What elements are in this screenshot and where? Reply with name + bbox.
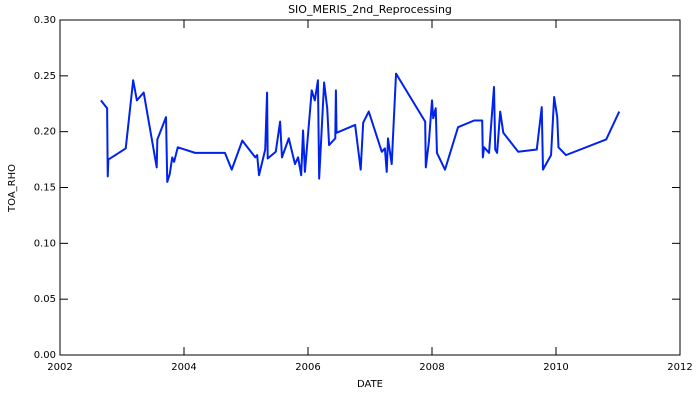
y-tick-label: 0.20 bbox=[34, 127, 56, 138]
x-tick-label: 2004 bbox=[171, 362, 196, 373]
x-tick-label: 2010 bbox=[543, 362, 568, 373]
x-tick-label: 2012 bbox=[667, 362, 692, 373]
x-axis-label: DATE bbox=[357, 379, 383, 390]
y-tick-label: 0.05 bbox=[34, 294, 56, 305]
y-tick-label: 0.25 bbox=[34, 71, 56, 82]
x-tick-label: 2006 bbox=[295, 362, 320, 373]
y-tick-label: 0.00 bbox=[34, 350, 56, 361]
x-tick-label: 2002 bbox=[47, 362, 72, 373]
data-line bbox=[100, 72, 621, 183]
y-tick-label: 0.15 bbox=[34, 183, 56, 194]
y-tick-label: 0.30 bbox=[34, 15, 56, 26]
y-tick-label: 0.10 bbox=[34, 238, 56, 249]
y-axis-label: TOA_RHO bbox=[7, 164, 18, 213]
x-tick-label: 2008 bbox=[419, 362, 444, 373]
chart-title: SIO_MERIS_2nd_Reprocessing bbox=[288, 3, 452, 16]
